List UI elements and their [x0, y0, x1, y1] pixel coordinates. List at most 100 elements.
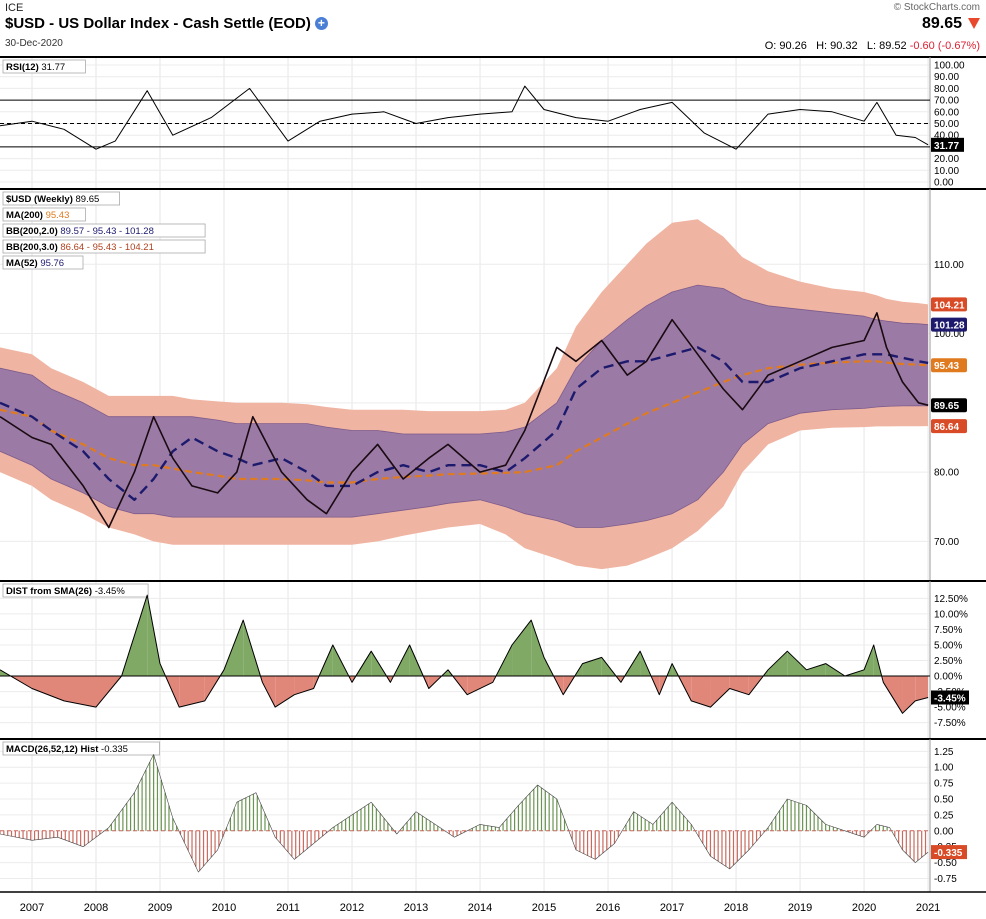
- legend-value: -3.45%: [95, 586, 126, 597]
- legend-value: 95.76: [40, 258, 64, 269]
- x-tick-label: 2018: [724, 902, 748, 914]
- legend-text: MA(52) 95.76: [6, 258, 64, 269]
- legend-box: [2, 59, 86, 74]
- y-tick-label: 7.50%: [934, 625, 962, 636]
- price-value-label: 86.64: [934, 422, 959, 433]
- x-tick-label: 2012: [340, 902, 364, 914]
- bb2-lower-line: [0, 405, 929, 528]
- y-tick-label: 40.00: [934, 131, 959, 142]
- price-value-tag: [931, 419, 967, 434]
- y-tick-label: 0.00: [934, 826, 954, 837]
- x-tick-label: 2011: [276, 902, 300, 914]
- legend-box: [2, 223, 206, 238]
- macd-value-tag: [931, 845, 967, 860]
- x-tick-label: 2010: [212, 902, 236, 914]
- price-value-label: 101.28: [934, 321, 965, 332]
- legend-box: [2, 741, 160, 756]
- price-value-tag: [931, 358, 967, 373]
- x-tick-label: 2014: [468, 902, 492, 914]
- y-tick-label: 0.25: [934, 810, 954, 821]
- legend-text: BB(200,2.0) 89.57 - 95.43 - 101.28: [6, 226, 154, 237]
- high-value: 90.32: [830, 40, 858, 52]
- dist-negative-area: [902, 676, 916, 714]
- legend-label: $USD (Weekly): [6, 194, 76, 205]
- y-tick-label: 100.00: [934, 61, 965, 72]
- dist-negative-area: [710, 676, 730, 708]
- y-tick-label: 90.00: [934, 72, 959, 83]
- legend-value: 89.57 - 95.43 - 101.28: [60, 226, 154, 237]
- y-tick-label: 12.50%: [934, 594, 968, 605]
- rsi-line: [0, 85, 929, 150]
- dist-value-tag: [931, 690, 969, 705]
- legend-value: 31.77: [41, 62, 65, 73]
- dist-positive-area: [512, 620, 532, 677]
- dist-negative-area: [262, 676, 276, 708]
- macd-plot: -0.335: [0, 754, 967, 873]
- chart-title-text: $USD - US Dollar Index - Cash Settle (EO…: [5, 15, 311, 32]
- y-tick-label: 10.00: [934, 166, 959, 177]
- y-tick-label: 1.00: [934, 763, 954, 774]
- high-label: H:: [816, 40, 828, 52]
- y-tick-label: 5.00%: [934, 640, 962, 651]
- legend-text: MA(200) 95.43: [6, 210, 69, 221]
- legend-value: 89.65: [76, 194, 100, 205]
- y-tick-label: 0.75: [934, 779, 954, 790]
- y-tick-label: -0.75: [934, 874, 957, 885]
- legend-label: BB(200,3.0): [6, 242, 60, 253]
- y-tick-label: 1.25: [934, 747, 954, 758]
- y-tick-label: -5.00%: [934, 703, 966, 714]
- y-tick-label: -0.50: [934, 858, 957, 869]
- dist-negative-area: [179, 676, 205, 708]
- legend-box: [2, 239, 206, 254]
- macd-value-label: -0.335: [934, 848, 963, 859]
- y-tick-label: 110.00: [934, 260, 964, 271]
- legend-box: [2, 191, 120, 206]
- x-tick-label: 2020: [852, 902, 876, 914]
- legend-value: 95.43: [46, 210, 70, 221]
- source-brand[interactable]: © StockCharts.com: [893, 2, 980, 13]
- ma52-line: [0, 346, 929, 501]
- ma200-line: [0, 360, 929, 484]
- y-tick-label: 0.00: [934, 178, 954, 189]
- legend-box: [2, 583, 149, 598]
- add-chart-icon[interactable]: +: [314, 17, 328, 30]
- y-tick-label: 0.00%: [934, 672, 962, 683]
- low-value: 89.52: [879, 40, 907, 52]
- dist-negative-area: [915, 676, 929, 701]
- exchange-label: ICE: [5, 2, 24, 14]
- legend-text: MACD(26,52,12) Hist -0.335: [6, 744, 128, 755]
- x-tick-label: 2008: [84, 902, 108, 914]
- dist-positive-area: [787, 651, 807, 677]
- rsi-plot: 31.77: [0, 85, 964, 152]
- x-tick-label: 2019: [788, 902, 812, 914]
- legend-label: DIST from SMA(26): [6, 586, 95, 597]
- dist-positive-area: [806, 663, 826, 677]
- chart-title: $USD - US Dollar Index - Cash Settle (EO…: [5, 15, 328, 32]
- open-value: 90.26: [779, 40, 807, 52]
- dist-negative-area: [32, 676, 65, 701]
- dist-positive-area: [864, 644, 874, 677]
- legend-label: MACD(26,52,12) Hist: [6, 744, 101, 755]
- change-value: -0.60 (-0.67%): [909, 40, 980, 52]
- low-label: L:: [866, 40, 877, 52]
- x-tick-label: 2017: [660, 902, 684, 914]
- price-plot: 104.21 101.28 95.43 89.65 86.64: [0, 219, 967, 570]
- dist-negative-area: [883, 676, 903, 714]
- y-tick-label: 20.00: [934, 154, 959, 165]
- y-tick-label: 80.00: [934, 468, 959, 479]
- y-tick-label: 2.50%: [934, 656, 962, 667]
- legend-label: MA(52): [6, 258, 40, 269]
- y-tick-label: 80.00: [934, 84, 959, 95]
- price-value-tag: [931, 297, 967, 312]
- x-tick-label: 2015: [532, 902, 556, 914]
- down-arrow-icon: [968, 18, 980, 29]
- legend-text: $USD (Weekly) 89.65: [6, 194, 99, 205]
- dist-value-label: -3.45%: [934, 693, 966, 704]
- price-line: [0, 312, 929, 529]
- dist-positive-area: [224, 620, 244, 677]
- legend-box: [2, 255, 84, 270]
- legend-label: RSI(12): [6, 62, 41, 73]
- legend-macd_hist: MACD(26,52,12) Hist -0.335: [2, 741, 160, 756]
- chart-date: 30-Dec-2020: [5, 38, 63, 49]
